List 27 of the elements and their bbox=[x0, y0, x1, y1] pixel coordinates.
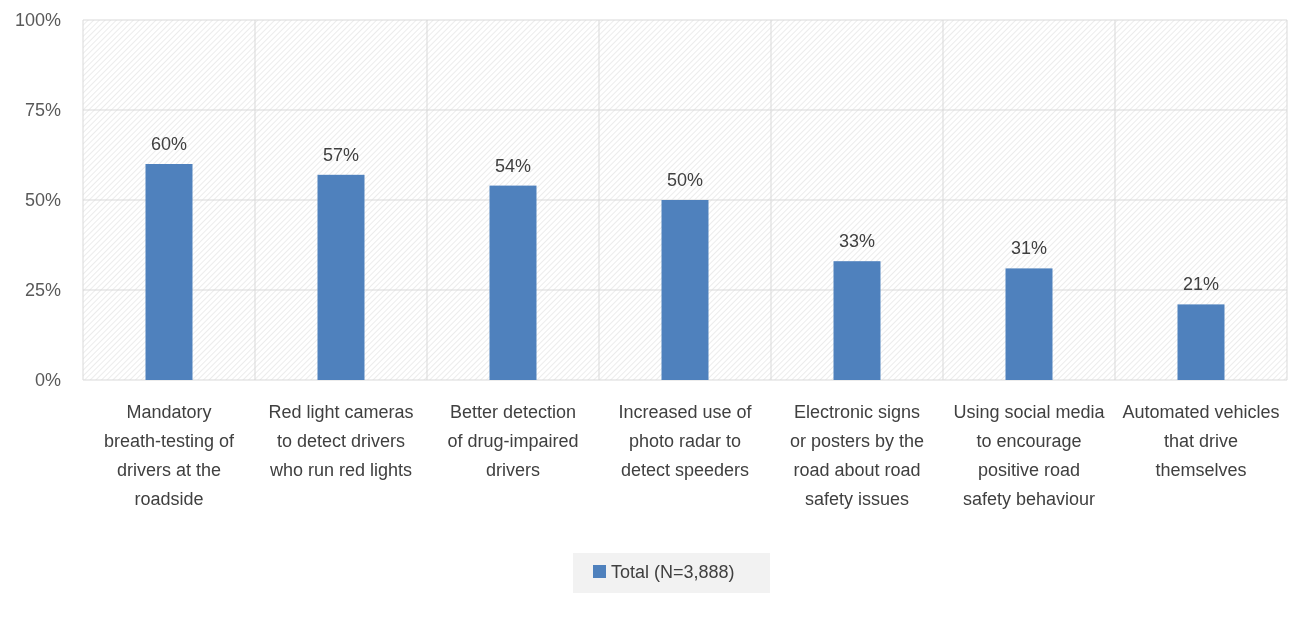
x-tick-label: Using social media to encourage positive road safety behaviour bbox=[953, 402, 1106, 509]
y-tick-label: 25% bbox=[24, 280, 61, 301]
x-tick-label: Automated vehicles that drive themselves bbox=[1122, 402, 1280, 480]
y-tick-label: 0% bbox=[34, 370, 61, 391]
text: 50% bbox=[666, 170, 704, 190]
bar bbox=[317, 174, 365, 380]
bar bbox=[661, 200, 709, 380]
x-tick-label: Mandatory breath-testing of drivers at the roadside bbox=[103, 402, 236, 509]
x-tick-label: Red light cameras to detect drivers who run red lights bbox=[268, 402, 414, 480]
text: 21% bbox=[1182, 274, 1220, 295]
y-tick-label: 100% bbox=[14, 10, 61, 31]
bar bbox=[1177, 304, 1225, 380]
x-tick-label: Increased use of photo radar to detect speeders bbox=[618, 402, 753, 480]
x-tick-label: Better detection of drug-impaired drivers bbox=[447, 402, 579, 480]
bar bbox=[145, 164, 193, 380]
bar bbox=[1005, 268, 1053, 380]
y-tick-label: 75% bbox=[24, 100, 61, 121]
x-tick-label: Electronic signs or posters by the road about road safety issues bbox=[789, 402, 925, 509]
text: 57% bbox=[322, 144, 360, 165]
text: 54% bbox=[494, 155, 532, 176]
y-tick-label: 50% bbox=[24, 190, 61, 211]
legend-label: Total (N=3,888) bbox=[611, 562, 735, 583]
text: 60% bbox=[150, 134, 188, 154]
bar bbox=[489, 185, 537, 380]
text: 31% bbox=[1010, 238, 1048, 259]
bar bbox=[833, 261, 881, 380]
text: 33% bbox=[838, 231, 876, 252]
